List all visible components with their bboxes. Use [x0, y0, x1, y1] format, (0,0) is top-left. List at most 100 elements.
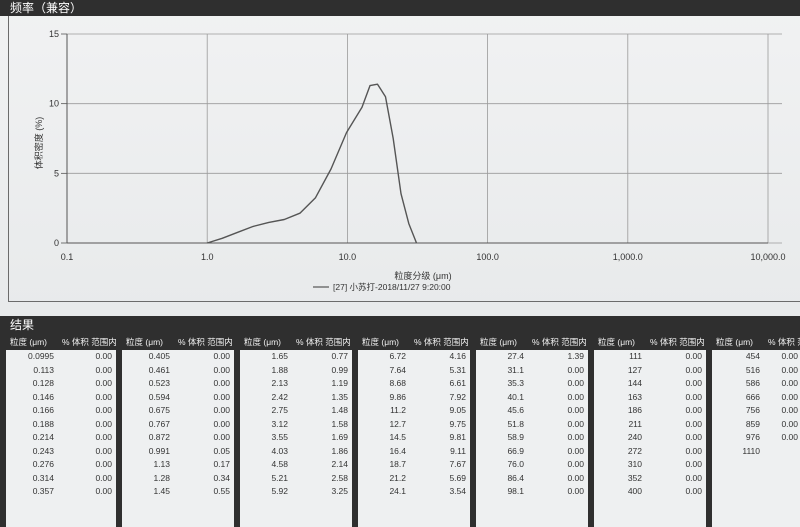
volume-percent-cell: 0.00: [685, 418, 702, 429]
particle-size-cell: 12.7: [389, 418, 406, 429]
table-row: 0.128 0.00: [6, 377, 116, 391]
particle-size-cell: 400: [627, 486, 642, 496]
volume-percent-cell: 1.58: [331, 418, 348, 429]
table-row: 4.58 2.14: [240, 458, 352, 472]
volume-percent-cell: 0.00: [781, 432, 798, 442]
table-row: 2.42 1.35: [240, 391, 352, 405]
table-row: 0.357 0.00: [6, 485, 116, 499]
volume-header: % 体积 范围内: [414, 337, 469, 347]
chart-grid: [66, 33, 782, 244]
x-tick-label: 100.0: [476, 252, 499, 262]
volume-percent-cell: 0.00: [95, 405, 112, 415]
particle-size-cell: 1.13: [153, 459, 170, 469]
volume-percent-cell: 1.69: [331, 432, 348, 442]
particle-size-cell: 272: [627, 445, 642, 456]
volume-percent-cell: 0.05: [213, 445, 230, 456]
volume-percent-cell: 0.00: [213, 432, 230, 442]
volume-percent-cell: 0.00: [567, 418, 584, 429]
particle-size-cell: 0.276: [32, 459, 54, 469]
volume-percent-cell: 1.19: [331, 378, 348, 388]
table-row: 0.146 0.00: [6, 391, 116, 405]
table-row: 0.276 0.00: [6, 458, 116, 472]
size-header: 粒度 (μm): [598, 337, 636, 347]
particle-size-cell: 352: [627, 472, 642, 483]
particle-size-cell: 45.6: [507, 405, 524, 415]
volume-percent-cell: 0.00: [685, 445, 702, 456]
table-row: 98.1 0.00: [476, 485, 588, 499]
volume-percent-cell: 0.00: [781, 378, 798, 388]
particle-size-cell: 240: [627, 432, 642, 442]
size-header: 粒度 (μm): [244, 337, 282, 347]
table-row: 27.4 1.39: [476, 350, 588, 364]
particle-size-cell: 35.3: [507, 378, 524, 388]
particle-size-cell: 0.113: [33, 364, 54, 375]
table-row: 18.7 7.67: [358, 458, 470, 472]
table-row: 1.45 0.55: [122, 485, 234, 499]
volume-percent-cell: 0.00: [567, 459, 584, 469]
particle-size-cell: 0.594: [148, 391, 170, 402]
particle-size-cell: 0.314: [32, 472, 54, 483]
volume-percent-cell: 0.00: [213, 418, 230, 429]
volume-percent-cell: 0.00: [213, 405, 230, 415]
volume-percent-cell: 0.00: [95, 364, 112, 375]
table-row: 756 0.00: [712, 404, 800, 418]
table-row: 1.13 0.17: [122, 458, 234, 472]
size-header: 粒度 (μm): [362, 337, 400, 347]
table-row: 0.675 0.00: [122, 404, 234, 418]
particle-size-cell: 859: [745, 418, 760, 429]
table-row: 11.2 9.05: [358, 404, 470, 418]
volume-percent-cell: 0.00: [213, 391, 230, 402]
size-header: 粒度 (μm): [716, 337, 754, 347]
volume-header: % 体积 范围内: [768, 337, 800, 347]
table-row: 2.75 1.48: [240, 404, 352, 418]
particle-size-cell: 186: [627, 405, 642, 415]
table-row: 400 0.00: [594, 485, 706, 499]
particle-size-cell: 1.65: [271, 351, 288, 361]
particle-size-cell: 0.675: [148, 405, 170, 415]
particle-size-cell: 586: [745, 378, 760, 388]
particle-size-cell: 5.21: [271, 472, 288, 483]
results-column-header: 粒度 (μm) % 体积 范围内: [476, 334, 588, 350]
particle-size-cell: 1.45: [153, 486, 170, 496]
particle-size-cell: 0.357: [32, 486, 54, 496]
volume-percent-cell: 0.00: [685, 378, 702, 388]
volume-percent-cell: 0.34: [213, 472, 230, 483]
table-row: 186 0.00: [594, 404, 706, 418]
particle-size-cell: 76.0: [507, 459, 524, 469]
volume-percent-cell: 0.00: [95, 418, 112, 429]
volume-percent-cell: 1.86: [331, 445, 348, 456]
y-tick-label: 10: [49, 99, 59, 109]
y-tick-label: 0: [54, 238, 59, 248]
table-row: 21.2 5.69: [358, 472, 470, 486]
volume-percent-cell: 0.77: [331, 351, 348, 361]
particle-size-cell: 127: [627, 364, 642, 375]
y-tick-label: 5: [54, 168, 59, 178]
results-column-header: 粒度 (μm) % 体积 范围内: [712, 334, 800, 350]
particle-size-cell: 0.146: [32, 391, 54, 402]
particle-size-cell: 211: [628, 418, 642, 429]
x-tick-label: 1,000.0: [613, 252, 643, 262]
volume-percent-cell: 9.81: [449, 432, 466, 442]
results-column: 粒度 (μm)% 体积 范围内 0.405 0.00 0.461 0.00 0.523 0.…: [122, 334, 234, 527]
volume-percent-cell: 0.00: [685, 405, 702, 415]
particle-size-cell: 40.1: [507, 391, 524, 402]
table-row: 0.594 0.00: [122, 391, 234, 405]
particle-size-cell: 16.4: [389, 445, 406, 456]
volume-percent-cell: 0.00: [567, 405, 584, 415]
volume-percent-cell: 6.61: [449, 378, 466, 388]
table-row: 0.523 0.00: [122, 377, 234, 391]
chart-axes: 0.1 1.0 10.0 100.0 1,000.0 10,000.0 0 5 10 15: [49, 29, 786, 262]
volume-percent-cell: 3.54: [449, 486, 466, 496]
table-row: 272 0.00: [594, 445, 706, 459]
particle-size-cell: 0.0995: [28, 351, 54, 361]
table-row: 8.68 6.61: [358, 377, 470, 391]
frequency-section-header: 频率（兼容）: [0, 0, 800, 16]
particle-size-cell: 163: [627, 391, 642, 402]
particle-size-cell: 0.405: [148, 351, 170, 361]
x-tick-label: 1.0: [201, 252, 214, 262]
particle-size-cell: 666: [745, 391, 760, 402]
table-row: 144 0.00: [594, 377, 706, 391]
results-column: 粒度 (μm)% 体积 范围内 1.65 0.77 1.88 0.99 2.13 1.19 2…: [240, 334, 352, 527]
particle-size-cell: 976: [745, 432, 760, 442]
results-column-header: 粒度 (μm) % 体积 范围内: [6, 334, 117, 350]
